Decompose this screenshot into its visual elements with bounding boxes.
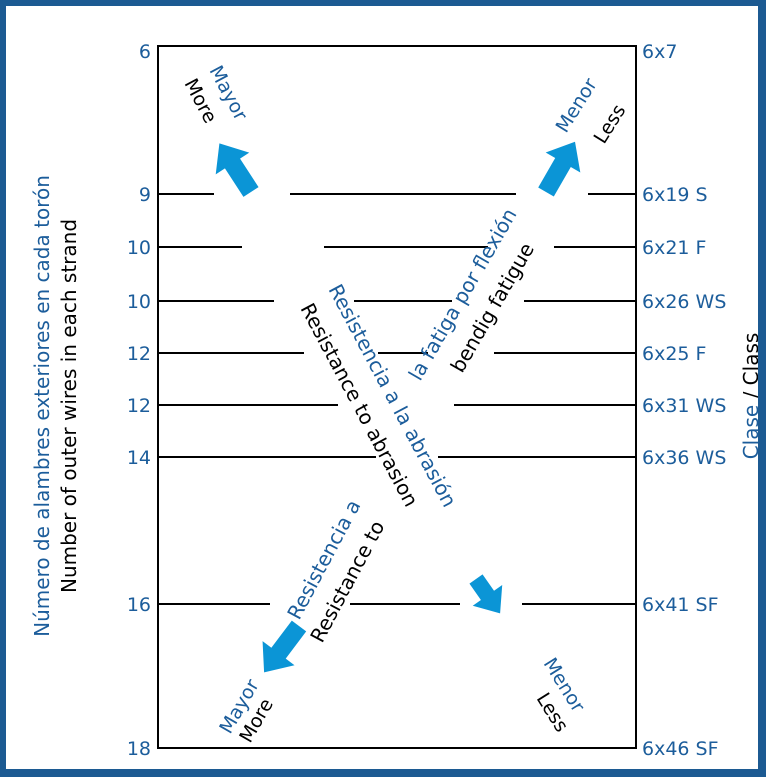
left-number: 14 xyxy=(127,447,151,469)
blue-arrow-icon xyxy=(538,141,581,197)
wire-rope-class-diagram: Número de alambres exteriores en cada to… xyxy=(30,41,758,760)
class-label: 6x19 S xyxy=(642,184,708,206)
right-axis-title-separator: / xyxy=(739,385,758,404)
class-label: 6x31 WS xyxy=(642,395,726,417)
blue-arrow-icon xyxy=(469,574,503,614)
left-number: 12 xyxy=(127,343,151,365)
class-label: 6x46 SF xyxy=(642,738,719,760)
class-label: 6x26 WS xyxy=(642,291,726,313)
left-number: 16 xyxy=(127,594,151,616)
top-right-less: Less xyxy=(590,101,631,148)
class-label: 6x25 F xyxy=(642,343,706,365)
right-classes: 6x7 6x19 S 6x21 F 6x26 WS 6x25 F 6x31 WS… xyxy=(642,41,726,760)
left-number: 12 xyxy=(127,395,151,417)
class-label: 6x36 WS xyxy=(642,447,726,469)
left-numbers: 6 9 10 10 12 12 14 16 18 xyxy=(127,41,151,760)
left-number: 10 xyxy=(127,291,151,313)
row-lines xyxy=(158,193,636,605)
blue-arrow-icon xyxy=(215,143,259,197)
right-axis-title-es: Clase xyxy=(739,405,758,460)
chart-box xyxy=(157,45,637,749)
left-number: 6 xyxy=(139,41,151,63)
y-axis-title-en: Number of outer wires in each strand xyxy=(57,219,81,593)
left-number: 9 xyxy=(139,184,151,206)
left-number: 18 xyxy=(127,738,151,760)
left-number: 10 xyxy=(127,237,151,259)
class-label: 6x7 xyxy=(642,41,677,63)
y-axis-title-es: Número de alambres exteriores en cada to… xyxy=(30,175,54,637)
class-label: 6x21 F xyxy=(642,237,706,259)
right-axis-title-en: Class xyxy=(739,333,758,386)
right-axis-title: Clase / Class xyxy=(739,333,758,460)
blue-arrow-icon xyxy=(262,620,307,673)
class-label: 6x41 SF xyxy=(642,594,719,616)
